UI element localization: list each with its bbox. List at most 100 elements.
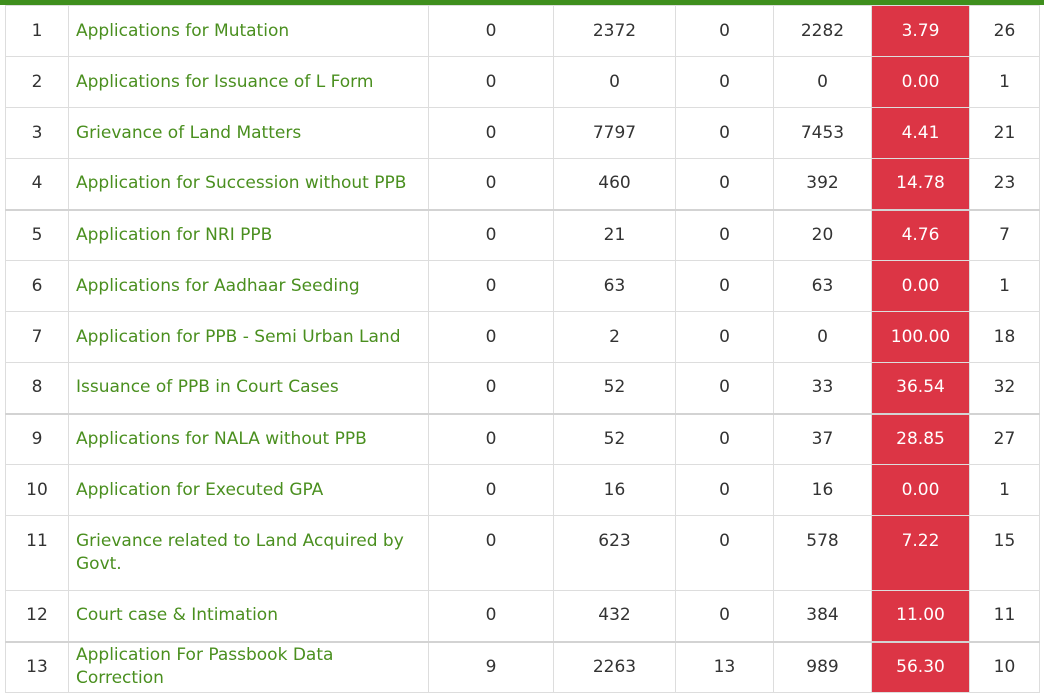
percentage-cell: 100.00: [871, 311, 970, 363]
table-row: 7 Application for PPB - Semi Urban Land …: [5, 311, 1040, 363]
service-link[interactable]: Application for NRI PPB: [76, 224, 273, 245]
table-row: 4 Application for Succession without PPB…: [5, 158, 1040, 210]
count-cell: 0: [428, 158, 554, 210]
count-cell: 15: [969, 515, 1040, 591]
count-cell: 578: [773, 515, 872, 591]
service-link[interactable]: Applications for NALA without PPB: [76, 428, 367, 449]
count-cell: 1: [969, 260, 1040, 312]
percentage-cell: 0.00: [871, 464, 970, 516]
count-cell: 0: [428, 464, 554, 516]
table-row: 2 Applications for Issuance of L Form 0 …: [5, 56, 1040, 108]
table-header-border: [0, 0, 1044, 5]
percentage-cell: 3.79: [871, 5, 970, 57]
service-link[interactable]: Application For Passbook Data Correction: [76, 645, 334, 689]
service-link[interactable]: Grievance of Land Matters: [76, 122, 302, 143]
count-cell: 0: [428, 5, 554, 57]
count-cell: 23: [969, 158, 1040, 210]
table-row: 8 Issuance of PPB in Court Cases 0 52 0 …: [5, 362, 1040, 414]
count-cell: 2282: [773, 5, 872, 57]
serial-number-cell: 3: [5, 107, 69, 159]
count-cell: 13: [675, 640, 774, 693]
count-cell: 0: [428, 311, 554, 363]
table-row: 5 Application for NRI PPB 0 21 0 20 4.76…: [5, 208, 1040, 261]
count-cell: 0: [675, 260, 774, 312]
service-name-cell: Issuance of PPB in Court Cases: [68, 362, 429, 414]
count-cell: 0: [675, 590, 774, 642]
count-cell: 63: [553, 260, 676, 312]
count-cell: 10: [969, 640, 1040, 693]
count-cell: 0: [675, 515, 774, 591]
service-link[interactable]: Applications for Issuance of L Form: [76, 71, 374, 92]
serial-number-cell: 2: [5, 56, 69, 108]
serial-number-cell: 13: [5, 640, 69, 693]
percentage-cell: 0.00: [871, 260, 970, 312]
count-cell: 2263: [553, 640, 676, 693]
service-name-cell: Application for Succession without PPB: [68, 158, 429, 210]
service-name-cell: Grievance related to Land Acquired by Go…: [68, 515, 429, 591]
service-link[interactable]: Application for Succession without PPB: [76, 173, 407, 194]
count-cell: 0: [428, 208, 554, 261]
serial-number-cell: 10: [5, 464, 69, 516]
count-cell: 392: [773, 158, 872, 210]
count-cell: 16: [553, 464, 676, 516]
percentage-cell: 4.41: [871, 107, 970, 159]
count-cell: 2: [553, 311, 676, 363]
count-cell: 1: [969, 56, 1040, 108]
percentage-cell: 4.76: [871, 208, 970, 261]
service-link[interactable]: Applications for Aadhaar Seeding: [76, 275, 360, 296]
service-link[interactable]: Issuance of PPB in Court Cases: [76, 377, 339, 398]
service-name-cell: Application for PPB - Semi Urban Land: [68, 311, 429, 363]
count-cell: 0: [428, 56, 554, 108]
count-cell: 52: [553, 412, 676, 465]
percentage-cell: 0.00: [871, 56, 970, 108]
count-cell: 2372: [553, 5, 676, 57]
service-name-cell: Grievance of Land Matters: [68, 107, 429, 159]
count-cell: 460: [553, 158, 676, 210]
count-cell: 623: [553, 515, 676, 591]
percentage-cell: 14.78: [871, 158, 970, 210]
count-cell: 0: [675, 107, 774, 159]
table-row: 1 Applications for Mutation 0 2372 0 228…: [5, 5, 1040, 57]
count-cell: 0: [428, 107, 554, 159]
serial-number-cell: 9: [5, 412, 69, 465]
count-cell: 432: [553, 590, 676, 642]
count-cell: 21: [553, 208, 676, 261]
service-name-cell: Application for NRI PPB: [68, 208, 429, 261]
service-link[interactable]: Applications for Mutation: [76, 20, 290, 41]
count-cell: 7: [969, 208, 1040, 261]
service-link[interactable]: Grievance related to Land Acquired by Go…: [76, 531, 404, 574]
count-cell: 0: [553, 56, 676, 108]
serial-number-cell: 8: [5, 362, 69, 414]
service-name-cell: Applications for NALA without PPB: [68, 412, 429, 465]
count-cell: 384: [773, 590, 872, 642]
service-name-cell: Application For Passbook Data Correction: [68, 640, 429, 693]
service-name-cell: Applications for Issuance of L Form: [68, 56, 429, 108]
count-cell: 0: [428, 590, 554, 642]
table-row: 11 Grievance related to Land Acquired by…: [5, 515, 1040, 591]
service-link[interactable]: Court case & Intimation: [76, 605, 278, 626]
count-cell: 0: [773, 56, 872, 108]
percentage-cell: 56.30: [871, 640, 970, 693]
service-link[interactable]: Application for Executed GPA: [76, 479, 324, 500]
percentage-cell: 28.85: [871, 412, 970, 465]
count-cell: 0: [675, 362, 774, 414]
count-cell: 52: [553, 362, 676, 414]
table-row: 12 Court case & Intimation 0 432 0 384 1…: [5, 590, 1040, 642]
percentage-cell: 11.00: [871, 590, 970, 642]
count-cell: 0: [675, 311, 774, 363]
count-cell: 27: [969, 412, 1040, 465]
count-cell: 0: [773, 311, 872, 363]
service-name-cell: Application for Executed GPA: [68, 464, 429, 516]
count-cell: 37: [773, 412, 872, 465]
serial-number-cell: 11: [5, 515, 69, 591]
serial-number-cell: 6: [5, 260, 69, 312]
table-row: 6 Applications for Aadhaar Seeding 0 63 …: [5, 260, 1040, 312]
service-link[interactable]: Application for PPB - Semi Urban Land: [76, 326, 401, 347]
serial-number-cell: 1: [5, 5, 69, 57]
service-name-cell: Applications for Mutation: [68, 5, 429, 57]
count-cell: 21: [969, 107, 1040, 159]
table-row: 3 Grievance of Land Matters 0 7797 0 745…: [5, 107, 1040, 159]
services-report-table: 1 Applications for Mutation 0 2372 0 228…: [5, 5, 1040, 693]
count-cell: 7797: [553, 107, 676, 159]
